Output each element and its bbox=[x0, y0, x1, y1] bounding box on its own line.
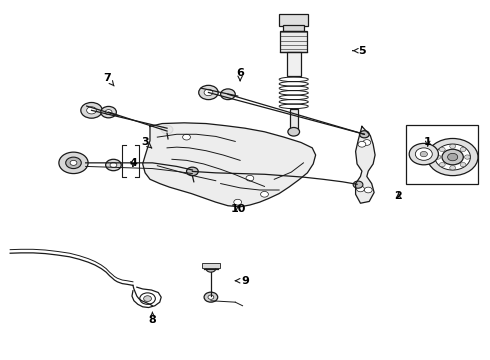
Circle shape bbox=[435, 144, 470, 170]
Circle shape bbox=[357, 186, 365, 192]
Text: 4: 4 bbox=[129, 158, 137, 168]
Circle shape bbox=[87, 107, 97, 114]
Circle shape bbox=[409, 143, 439, 165]
Circle shape bbox=[427, 139, 478, 176]
Circle shape bbox=[161, 125, 173, 134]
Circle shape bbox=[440, 147, 445, 152]
Circle shape bbox=[234, 199, 242, 205]
Circle shape bbox=[66, 157, 81, 168]
Bar bbox=[280, 31, 307, 52]
Circle shape bbox=[460, 147, 466, 152]
Circle shape bbox=[450, 166, 456, 170]
Circle shape bbox=[440, 162, 445, 167]
Circle shape bbox=[460, 162, 466, 167]
Circle shape bbox=[416, 148, 432, 160]
Text: 8: 8 bbox=[148, 312, 156, 325]
Circle shape bbox=[365, 187, 372, 193]
Text: 2: 2 bbox=[394, 191, 402, 201]
Circle shape bbox=[208, 295, 214, 299]
Circle shape bbox=[110, 162, 117, 167]
Circle shape bbox=[81, 103, 102, 118]
Bar bbox=[290, 109, 297, 130]
Circle shape bbox=[187, 167, 198, 176]
Text: 6: 6 bbox=[236, 68, 244, 81]
Bar bbox=[202, 263, 220, 267]
Text: 7: 7 bbox=[104, 73, 114, 86]
Text: 9: 9 bbox=[235, 276, 249, 286]
Circle shape bbox=[206, 265, 216, 272]
Circle shape bbox=[261, 192, 269, 197]
Circle shape bbox=[70, 160, 77, 165]
Text: 10: 10 bbox=[230, 204, 246, 214]
Circle shape bbox=[105, 110, 112, 114]
Circle shape bbox=[140, 293, 155, 304]
Circle shape bbox=[288, 127, 299, 136]
Polygon shape bbox=[143, 123, 316, 207]
Circle shape bbox=[183, 134, 191, 140]
Polygon shape bbox=[356, 126, 375, 203]
Bar bbox=[406, 125, 478, 184]
Circle shape bbox=[59, 152, 88, 174]
Circle shape bbox=[420, 152, 427, 157]
Bar bbox=[283, 25, 304, 31]
Circle shape bbox=[363, 140, 371, 145]
Circle shape bbox=[144, 296, 151, 301]
Bar bbox=[287, 52, 300, 76]
Circle shape bbox=[246, 175, 254, 181]
Circle shape bbox=[220, 89, 235, 100]
Circle shape bbox=[435, 155, 441, 159]
Circle shape bbox=[450, 144, 456, 148]
Text: 1: 1 bbox=[424, 138, 432, 148]
Circle shape bbox=[101, 107, 116, 118]
Text: 5: 5 bbox=[353, 46, 366, 56]
Text: 3: 3 bbox=[141, 138, 152, 148]
Circle shape bbox=[353, 181, 363, 188]
Circle shape bbox=[199, 85, 218, 100]
Circle shape bbox=[442, 149, 464, 165]
Circle shape bbox=[360, 131, 369, 138]
Bar bbox=[279, 14, 308, 26]
Circle shape bbox=[358, 141, 366, 147]
Circle shape bbox=[447, 153, 458, 161]
Circle shape bbox=[204, 89, 213, 96]
Circle shape bbox=[106, 159, 121, 171]
Circle shape bbox=[465, 155, 470, 159]
Circle shape bbox=[204, 292, 218, 302]
